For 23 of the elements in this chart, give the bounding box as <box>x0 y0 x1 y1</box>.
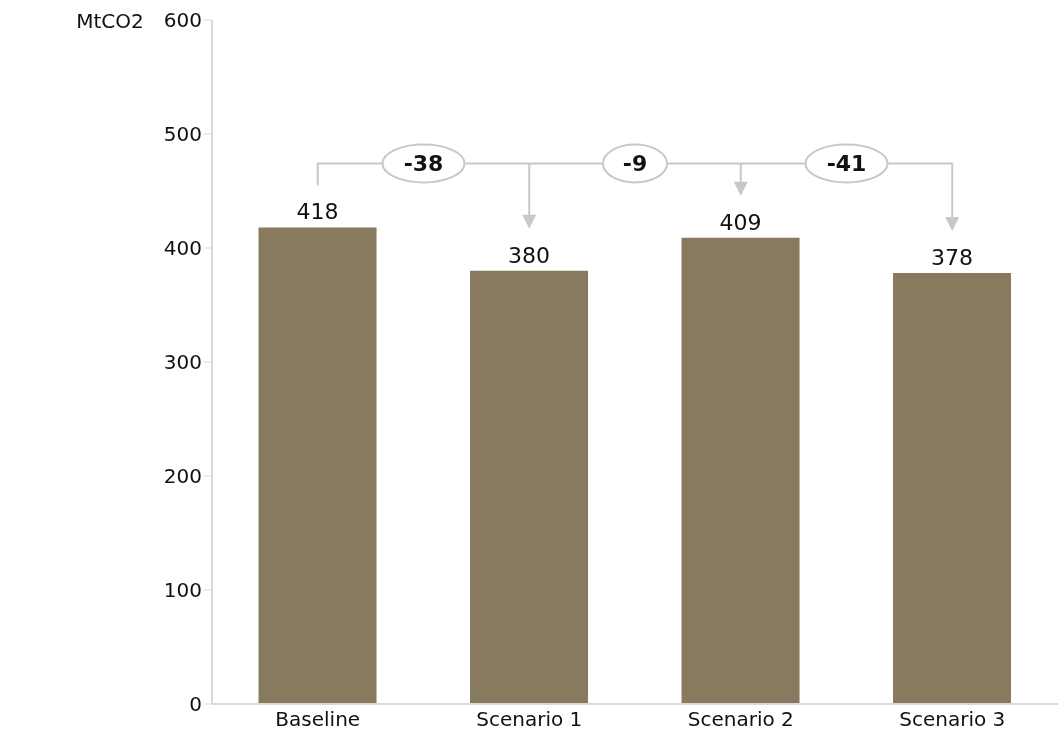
x-tick-label: Scenario 1 <box>476 707 583 732</box>
y-tick-label: 100 <box>163 578 202 603</box>
y-tick-label: 0 <box>189 692 202 717</box>
x-tick-label: Baseline <box>275 707 361 732</box>
annotation: -38 <box>403 151 444 177</box>
y-axis-title: MtCO2 <box>76 9 144 33</box>
y-tick-label: 500 <box>163 122 202 147</box>
annotation: -41 <box>826 151 867 177</box>
data-label: 378 <box>931 245 974 271</box>
annotation: -9 <box>622 151 648 177</box>
bar <box>681 237 800 704</box>
x-tick-label: Scenario 2 <box>687 707 794 732</box>
y-tick-label: 400 <box>163 236 202 261</box>
data-label: 418 <box>296 199 339 225</box>
data-label: 380 <box>508 242 551 268</box>
bar <box>470 270 589 704</box>
bar <box>893 273 1012 704</box>
y-tick-label: 200 <box>163 464 202 489</box>
y-tick-label: 300 <box>163 350 202 375</box>
bar <box>258 227 377 704</box>
x-tick-label: Scenario 3 <box>899 707 1006 732</box>
data-label: 409 <box>719 209 762 235</box>
y-tick-label: 600 <box>163 8 202 33</box>
